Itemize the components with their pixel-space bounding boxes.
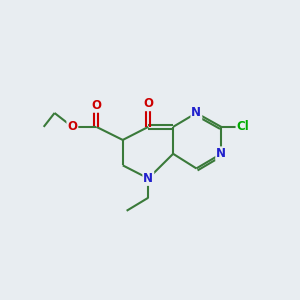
Text: N: N <box>143 172 153 185</box>
Text: N: N <box>191 106 201 119</box>
Text: O: O <box>143 97 153 110</box>
Text: N: N <box>216 147 226 160</box>
Text: O: O <box>68 120 77 134</box>
Text: O: O <box>92 99 101 112</box>
Text: Cl: Cl <box>236 120 249 134</box>
